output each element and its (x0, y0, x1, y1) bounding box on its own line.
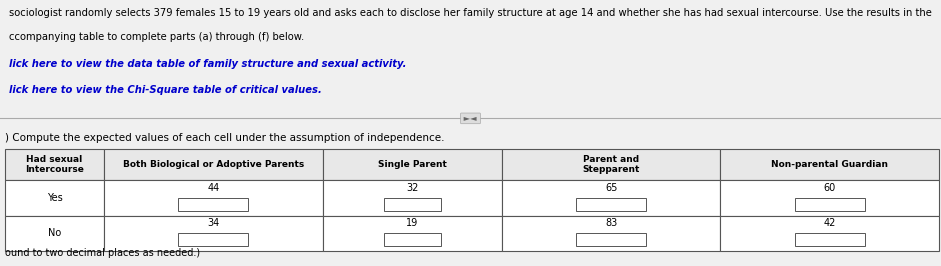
Bar (576, 234, 646, 246)
Text: 19: 19 (407, 218, 419, 228)
Bar (721, 149, 939, 180)
Bar (104, 180, 323, 215)
Bar (502, 180, 721, 215)
Bar (795, 234, 865, 246)
Bar (5, 149, 104, 180)
Bar (323, 149, 502, 180)
Bar (5, 215, 104, 251)
Text: Single Parent: Single Parent (378, 160, 447, 169)
Text: Had sexual
Intercourse: Had sexual Intercourse (25, 155, 84, 174)
Bar (179, 198, 248, 210)
Text: Parent and
Stepparent: Parent and Stepparent (582, 155, 640, 174)
Bar (502, 149, 721, 180)
Bar (576, 198, 646, 210)
Bar (795, 198, 865, 210)
Text: Non-parental Guardian: Non-parental Guardian (772, 160, 888, 169)
Text: 60: 60 (823, 182, 836, 193)
Text: 34: 34 (207, 218, 219, 228)
Bar (179, 234, 248, 246)
Text: lick here to view the data table of family structure and sexual activity.: lick here to view the data table of fami… (9, 59, 407, 69)
Text: 42: 42 (823, 218, 836, 228)
Text: Both Biological or Adoptive Parents: Both Biological or Adoptive Parents (123, 160, 304, 169)
Text: 65: 65 (605, 182, 617, 193)
Bar (502, 215, 721, 251)
Bar (323, 215, 502, 251)
Text: 32: 32 (407, 182, 419, 193)
Text: sociologist randomly selects 379 females 15 to 19 years old and asks each to dis: sociologist randomly selects 379 females… (9, 8, 933, 18)
Bar (104, 215, 323, 251)
Text: lick here to view the Chi-Square table of critical values.: lick here to view the Chi-Square table o… (9, 85, 322, 95)
Text: ccompanying table to complete parts (a) through (f) below.: ccompanying table to complete parts (a) … (9, 32, 305, 42)
Text: 83: 83 (605, 218, 617, 228)
Text: ound to two decimal places as needed.): ound to two decimal places as needed.) (5, 248, 199, 258)
Text: 44: 44 (207, 182, 219, 193)
Bar (104, 149, 323, 180)
Text: Yes: Yes (46, 193, 62, 203)
Bar (721, 215, 939, 251)
Bar (384, 198, 441, 210)
Text: ) Compute the expected values of each cell under the assumption of independence.: ) Compute the expected values of each ce… (5, 133, 444, 143)
Text: No: No (48, 228, 61, 238)
Bar (323, 180, 502, 215)
Bar (5, 180, 104, 215)
Bar (384, 234, 441, 246)
Text: ►◄: ►◄ (461, 114, 480, 123)
Bar (721, 180, 939, 215)
